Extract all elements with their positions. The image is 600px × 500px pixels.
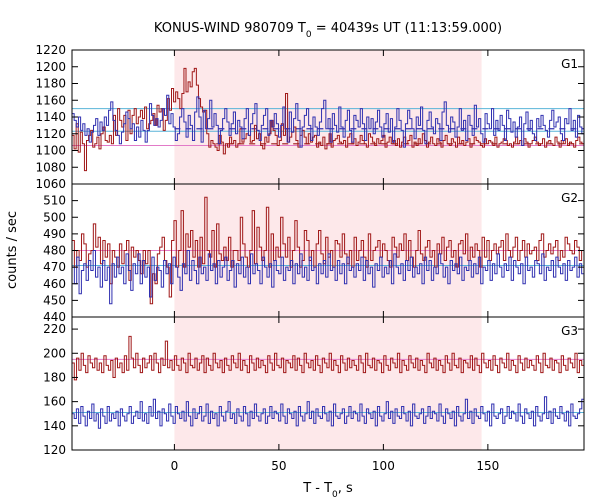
chart-title-main: KONUS-WIND 980709 T	[154, 21, 306, 36]
series-step-red	[72, 67, 584, 172]
y-tick-label: 1180	[35, 77, 66, 91]
chart-title-suffix: = 40439s UT (11:13:59.000)	[312, 21, 502, 36]
x-tick-label: 150	[476, 459, 499, 473]
x-tick-label: 100	[372, 459, 395, 473]
y-tick-label: 1120	[35, 127, 66, 141]
y-tick-label: 1100	[35, 144, 66, 158]
x-tick-label: 50	[271, 459, 286, 473]
y-tick-label: 1140	[35, 110, 66, 124]
y-tick-label: 1080	[35, 160, 66, 174]
series-step-blue	[72, 94, 584, 148]
x-axis-title-suffix: , s	[338, 481, 353, 496]
y-tick-label: 470	[43, 260, 66, 274]
chart-title-subscript: 0	[306, 30, 312, 40]
y-tick-label: 220	[43, 322, 66, 336]
y-tick-label: 1060	[35, 177, 66, 191]
chart-title: KONUS-WIND 980709 T0 = 40439s UT (11:13:…	[154, 21, 502, 40]
panel-label: G1	[561, 57, 578, 71]
x-axis-title-subscript: 0	[332, 490, 338, 500]
y-tick-label: 120	[43, 443, 66, 457]
y-tick-label: 460	[43, 277, 66, 291]
series-step-blue	[72, 250, 584, 305]
y-tick-label: 450	[43, 293, 66, 307]
panel-label: G2	[561, 191, 578, 205]
y-tick-label: 480	[43, 244, 66, 258]
x-tick-label: 0	[171, 459, 179, 473]
y-tick-label: 440	[43, 310, 66, 324]
y-axis-title: counts / sec	[5, 211, 20, 289]
y-tick-label: 160	[43, 395, 66, 409]
y-tick-label: 500	[43, 210, 66, 224]
panel-g3: 120 140 160 180 200 220 G3	[43, 316, 585, 457]
highlight-interval	[174, 50, 482, 184]
panel-g2: 440 450 460 470 480 490 500 510 G2	[43, 183, 585, 324]
panel-label: G3	[561, 324, 578, 338]
series-step-red	[72, 335, 584, 381]
x-axis-title: T - T0, s	[302, 481, 353, 500]
highlight-interval	[174, 317, 482, 450]
panel-g1: 1060 1080 1100 1120 1140 1160 1180 1200 1220 G1	[35, 43, 585, 191]
y-tick-label: 180	[43, 370, 66, 384]
y-tick-label: 510	[43, 194, 66, 208]
x-axis-title-main: T - T	[302, 481, 332, 496]
panels-group: 106010801100112011401160118012001220G144…	[35, 43, 585, 473]
y-tick-label: 490	[43, 227, 66, 241]
y-tick-label: 1200	[35, 60, 66, 74]
panel-frame	[71, 316, 585, 451]
series-step-blue	[72, 396, 584, 429]
y-tick-label: 200	[43, 346, 66, 360]
y-tick-label: 1160	[35, 93, 66, 107]
y-tick-label: 140	[43, 419, 66, 433]
y-tick-label: 1220	[35, 43, 66, 57]
